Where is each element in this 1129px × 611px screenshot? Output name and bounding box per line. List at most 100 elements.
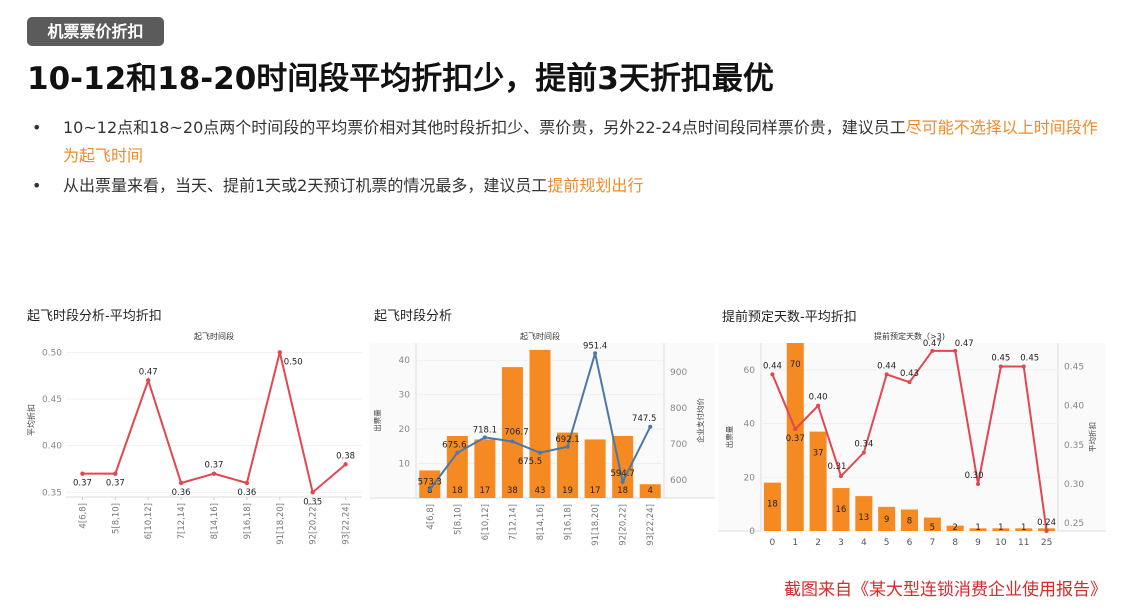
x-tick-label: 25 [1041,538,1052,548]
y-tick-label: 30 [399,391,411,401]
data-point [482,435,487,440]
section-tag: 机票票价折扣 [27,17,164,46]
data-point [510,439,515,444]
data-label: 0.47 [139,367,158,377]
data-point [930,348,935,353]
x-tick-label: 5[8,10] [111,503,121,534]
data-point [455,450,460,455]
data-label: 0.44 [763,361,782,371]
data-point [113,471,118,476]
bar [1015,528,1033,531]
bar [419,470,441,498]
data-point [80,471,85,476]
y2-tick-label: 0.25 [1064,519,1084,529]
page-title: 10-12和18-20时间段平均折扣少，提前3天折扣最优 [27,61,774,97]
x-tick-label: 9 [975,538,981,548]
y2-tick-label: 900 [670,368,687,378]
y-tick-label: 40 [744,420,756,430]
x-tick-label: 91[18,20] [591,504,601,546]
bar-value-label: 43 [535,486,546,496]
bullet-highlight: 提前规划出行 [547,176,644,195]
data-point [907,380,912,385]
x-tick-label: 8 [952,538,958,548]
bullet-item: • 从出票量来看，当天、提前1天或2天预订机票的情况最多，建议员工提前规划出行 [30,172,1100,200]
y-tick-label: 40 [399,356,411,366]
x-tick-label: 5 [884,538,890,548]
x-tick-label: 93[22,24] [646,504,656,546]
data-label: 0.38 [336,451,355,461]
bar [446,436,468,498]
x-tick-label: 7 [929,538,935,548]
bar-value-label: 17 [590,486,601,496]
bar-value-label: 9 [884,515,889,525]
chart-advance-days-discount: 提前预定天数（>3)02040600.250.300.350.400.45出票量… [718,331,1106,548]
bullet-dot-icon: • [32,176,42,195]
data-label: 706.7 [504,428,528,438]
y2-tick-label: 0.30 [1064,480,1084,490]
x-tick-label: 10 [995,538,1007,548]
bar [763,482,781,531]
bar-value-label: 1 [998,523,1003,533]
data-point [976,482,981,486]
data-label: 675.6 [442,441,466,451]
data-label: 747.5 [632,414,656,424]
bar-value-label: 38 [507,486,518,496]
data-label: 0.44 [877,361,896,371]
x-tick-label: 0 [770,538,776,548]
y-tick-label: 10 [399,460,411,470]
data-label: 0.35 [303,497,322,507]
x-tick-label: 4[6,8] [78,503,88,529]
data-label: 951.4 [583,341,607,351]
y-tick-label: 0.40 [42,442,62,452]
y2-axis-label: 企业支付均价 [695,398,705,443]
bar-value-label: 18 [452,486,463,496]
data-point [816,403,821,408]
data-point [244,480,250,486]
bar-value-label: 37 [813,449,824,459]
x-tick-label: 92[20,22] [619,504,629,546]
chart-1-title: 起飞时段分析-平均折扣 [27,309,162,324]
y2-tick-label: 0.40 [1064,402,1084,412]
bar [786,343,804,531]
y-tick-label: 0.45 [42,395,62,405]
data-label: 0.45 [1020,354,1039,364]
data-label: 0.47 [955,339,974,349]
data-point [277,350,282,355]
bullet-list: • 10~12点和18~20点两个时间段的平均票价相对其他时段折扣少、票价贵，另… [30,114,1100,202]
data-label: 0.47 [923,339,942,349]
data-label: 0.30 [965,471,984,481]
data-label: 0.34 [854,440,873,450]
y2-tick-label: 800 [670,404,687,414]
data-label: 675.5 [518,457,542,467]
data-point [861,450,866,455]
bar [923,517,941,531]
chart-header: 提前预定天数（>3) [874,331,945,341]
y-tick-label: 20 [399,425,411,435]
bar [855,496,873,531]
data-label: 0.37 [205,461,224,471]
data-point [593,351,598,356]
data-label: 0.37 [106,479,125,489]
y2-tick-label: 700 [670,440,687,450]
x-tick-label: 2 [815,538,821,548]
x-tick-label: 6[10,12] [144,503,154,539]
data-label: 718.1 [473,425,497,435]
data-point [1021,364,1026,369]
x-tick-label: 4 [861,538,867,548]
x-tick-label: 5[8,10] [453,504,463,535]
bar [612,436,634,498]
y-tick-label: 20 [744,473,756,483]
data-label: 0.45 [991,354,1010,364]
bar [529,349,551,498]
chart-3-title: 提前预定天数-平均折扣 [722,310,857,325]
bullet-item: • 10~12点和18~20点两个时间段的平均票价相对其他时段折扣少、票价贵，另… [30,114,1100,170]
bar [946,525,964,531]
x-tick-label: 7[12,14] [508,504,518,540]
data-label: 594.7 [610,469,634,479]
data-point [565,444,570,449]
x-tick-label: 6[10,12] [481,504,491,540]
x-tick-label: 93[22,24] [342,503,352,545]
data-point [770,372,775,377]
bar [809,431,827,531]
y2-axis-label: 平均折扣 [1087,422,1097,452]
